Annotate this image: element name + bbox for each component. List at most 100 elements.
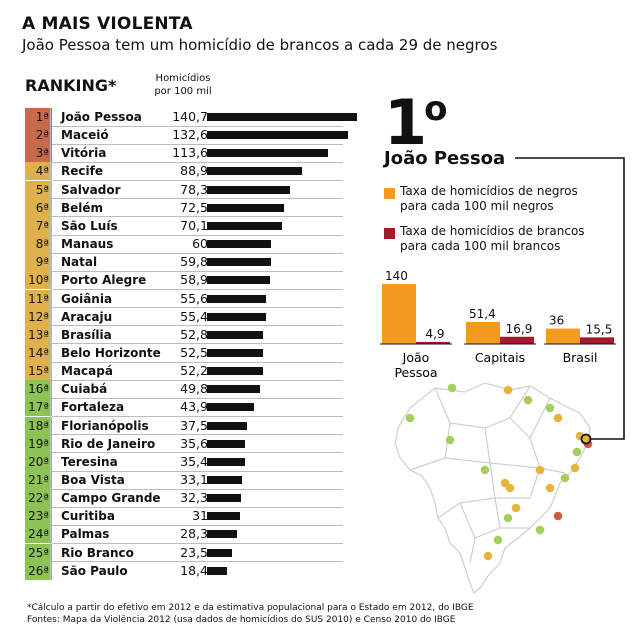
legend-swatch-negros (384, 188, 395, 199)
column-header: Homicídios por 100 mil (148, 72, 218, 98)
capital-dot (447, 383, 457, 393)
rate-bar (207, 512, 241, 521)
row-separator (52, 397, 343, 399)
legend-negros: Taxa de homicídios de negros para cada 1… (384, 184, 620, 214)
rank-badge: 24ª (25, 525, 52, 544)
rate-bar (207, 403, 254, 412)
capital-dot (503, 385, 513, 395)
rank-badge: 18ª (25, 416, 52, 435)
rank-badge: 11ª (25, 289, 52, 308)
rank-badge: 2ª (25, 126, 52, 145)
rate-value: 113,6 (172, 145, 208, 161)
rate-bar (207, 203, 285, 212)
table-row: 5ª Salvador 78,3 (25, 180, 343, 199)
bar-brancos (500, 336, 534, 344)
row-separator (52, 234, 343, 236)
rate-bar (207, 457, 245, 466)
rate-bar (207, 312, 267, 321)
rank-badge: 6ª (25, 198, 52, 217)
ranking-label: RANKING* (25, 76, 117, 95)
row-separator (52, 488, 343, 490)
bar-negros (546, 328, 580, 344)
city-name: Manaus (61, 237, 114, 252)
rate-bar (207, 185, 291, 194)
highlight-rank-sup: o (424, 89, 447, 129)
city-name: Rio Branco (61, 545, 134, 560)
city-name: Cuiabá (61, 382, 108, 397)
bar-value-label: 4,9 (425, 327, 444, 341)
legend-brancos-line1: Taxa de homicídios de brancos (400, 224, 585, 238)
rank-badge: 10ª (25, 271, 52, 290)
city-name: João Pessoa (61, 110, 142, 124)
capital-dot (560, 473, 570, 483)
rank-column-border (50, 108, 51, 580)
category-label: João (402, 350, 430, 365)
sources: Fontes: Mapa da Violência 2012 (usa dado… (27, 615, 456, 625)
rate-bar (207, 530, 238, 539)
city-name: Maceió (61, 128, 109, 143)
rank-badge: 21ª (25, 471, 52, 489)
row-separator (52, 307, 343, 309)
bar-value-label: 140 (385, 269, 408, 283)
map-outline (394, 382, 591, 594)
table-row: 21ª Boa Vista 33,1 (25, 471, 343, 489)
rate-bar (207, 439, 245, 448)
category-label: Pessoa (394, 365, 437, 380)
highlight-city: João Pessoa (384, 148, 506, 169)
rate-value: 72,5 (180, 199, 208, 215)
bar-brancos (580, 337, 614, 344)
city-name: Macapá (61, 364, 113, 379)
capital-dot (553, 511, 563, 521)
rate-value: 31 (192, 508, 208, 524)
rank-badge: 9ª (25, 253, 52, 272)
rate-bar (207, 294, 267, 303)
bar-negros (382, 284, 416, 344)
table-row: 8ª Manaus 60 (25, 235, 343, 254)
capital-dot (483, 551, 493, 561)
rate-value: 49,8 (180, 381, 208, 397)
rate-value: 52,5 (180, 344, 208, 360)
rate-value: 35,6 (180, 435, 208, 451)
city-name: Palmas (61, 527, 110, 542)
row-separator (52, 506, 343, 508)
rank-badge: 4ª (25, 162, 52, 181)
table-row: 13ª Brasília 52,8 (25, 325, 343, 344)
highlight-rank-number: 1 (384, 86, 427, 159)
table-row: 10ª Porto Alegre 58,9 (25, 271, 343, 290)
rate-value: 37,5 (180, 417, 208, 433)
table-row: 3ª Vitória 113,6 (25, 144, 343, 163)
rank-badge: 15ª (25, 362, 52, 381)
legend-negros-line1: Taxa de homicídios de negros (400, 184, 578, 198)
rate-value: 140,7 (172, 109, 208, 124)
row-separator (52, 252, 343, 254)
city-name: Brasília (61, 327, 112, 342)
capital-dot (572, 447, 582, 457)
city-name: Teresina (61, 454, 118, 469)
row-separator (52, 452, 343, 454)
brazil-map (394, 382, 593, 594)
capital-dot (505, 483, 515, 493)
rank-badge: 19ª (25, 434, 52, 453)
rate-bar (207, 240, 271, 249)
row-separator (52, 561, 343, 563)
bar-value-label: 16,9 (506, 322, 533, 336)
rate-value: 52,2 (180, 363, 208, 379)
rate-value: 59,8 (180, 254, 208, 270)
capital-dot (523, 395, 533, 405)
map-country-shape (394, 382, 591, 594)
table-row: 6ª Belém 72,5 (25, 198, 343, 217)
rate-bar (207, 221, 282, 230)
table-row: 25ª Rio Branco 23,5 (25, 543, 343, 562)
row-separator (52, 524, 343, 526)
rank-badge: 12ª (25, 307, 52, 326)
table-row: 1ª João Pessoa 140,7 (25, 108, 357, 126)
city-name: Natal (61, 255, 98, 270)
row-separator (52, 434, 343, 436)
row-separator (52, 216, 343, 218)
rate-bar (207, 276, 270, 285)
rate-value: 88,9 (180, 163, 208, 179)
table-row: 24ª Palmas 28,3 (25, 525, 343, 544)
capital-dot (480, 465, 490, 475)
rank-badge: 16ª (25, 380, 52, 399)
bar-value-label: 36 (549, 314, 564, 328)
